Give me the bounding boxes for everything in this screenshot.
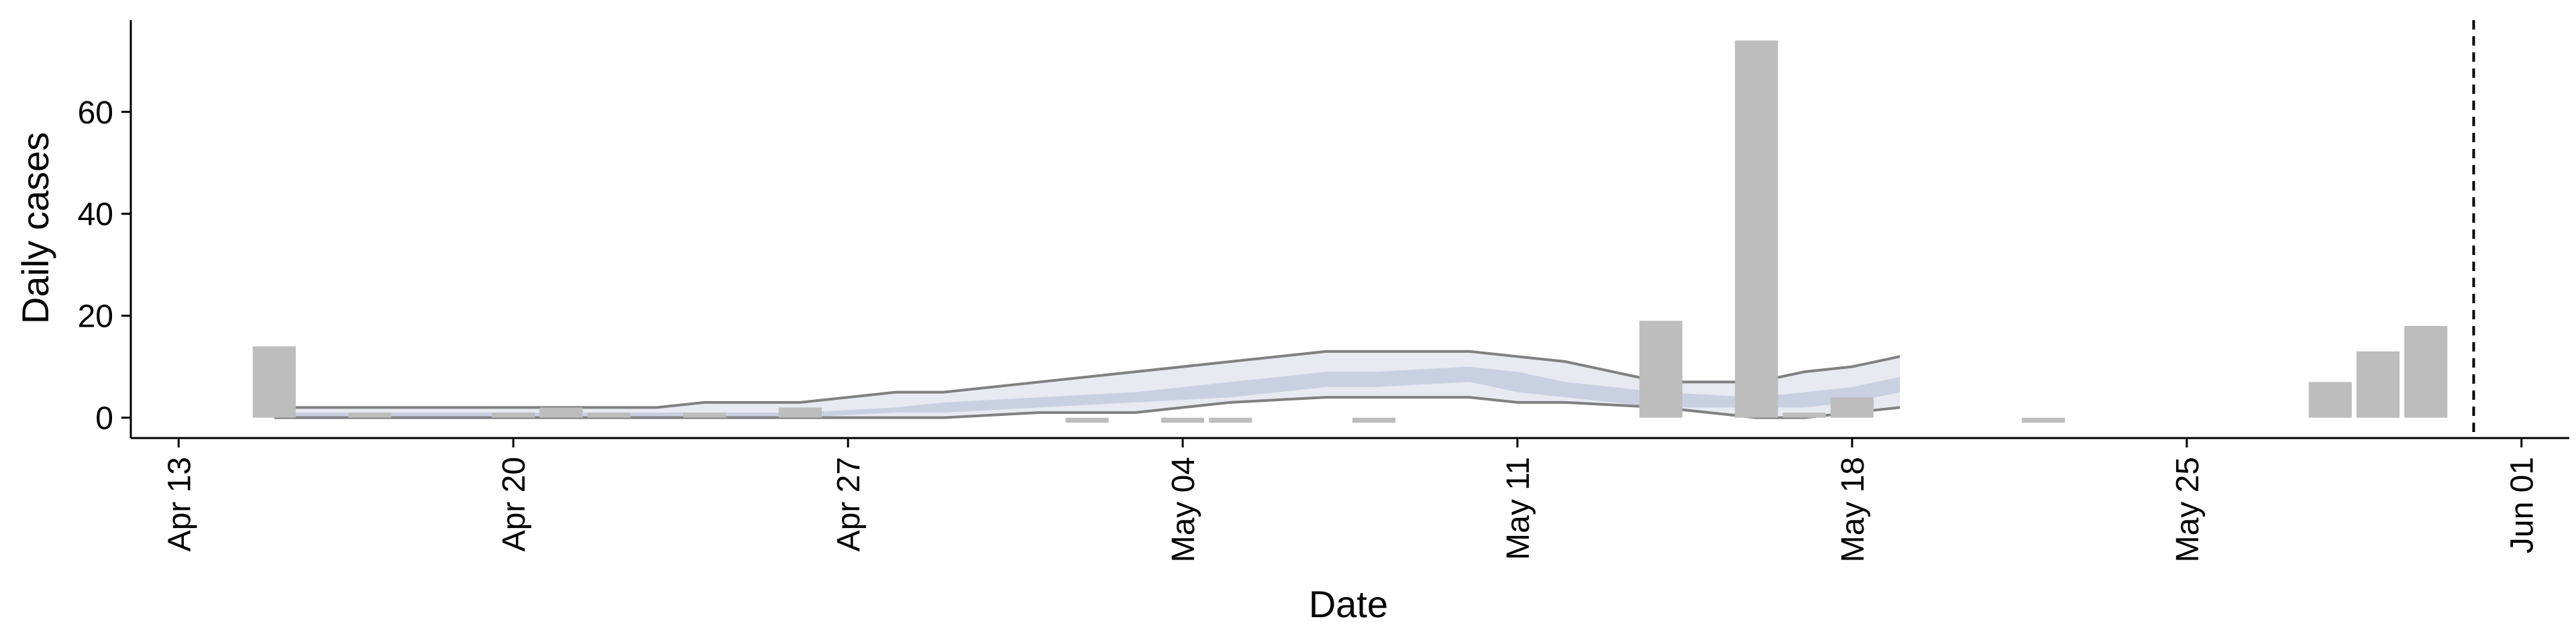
x-tick-label-2020-06-01: Jun 01 [2505,457,2540,553]
x-axis-title: Date [1309,583,1388,625]
bar-2020-05-29 [2356,351,2400,418]
x-tick-label-2020-05-11: May 11 [1501,457,1536,560]
y-tick-label-20: 20 [78,299,113,335]
x-tick-label-2020-04-13: Apr 13 [162,457,197,551]
bar-2020-04-24 [683,413,727,418]
y-ticks: 0 20 40 60 [78,95,131,437]
x-tick-label-2020-05-04: May 04 [1166,457,1201,562]
bar-2020-05-18 [1830,397,1874,418]
y-tick-label-40: 40 [78,197,113,233]
x-tick-label-2020-04-27: Apr 27 [831,457,867,551]
bar-2020-05-14 [1639,321,1682,418]
lower-bound-line [274,396,1900,419]
bar-2020-05-08 [1352,417,1396,423]
upper-bound-line [274,350,1900,409]
bar-2020-05-30 [2404,325,2448,418]
bar-2020-05-16 [1735,40,1778,418]
bar-2020-05-02 [1065,417,1109,423]
y-tick-label-60: 60 [78,95,113,131]
bar-2020-04-26 [778,407,822,418]
axes-layer [129,20,2569,439]
bar-2020-05-17 [1782,413,1826,418]
outer-interval-band [274,351,1900,418]
bar-2020-04-22 [587,413,631,418]
bar-2020-05-04 [1161,417,1205,423]
bar-2020-04-17 [348,413,392,418]
y-tick-label-0: 0 [95,401,113,437]
inner-interval-band [274,366,1900,418]
bars-layer [252,40,2448,423]
x-tick-label-2020-04-20: Apr 20 [496,457,532,551]
x-ticks: Apr 13 Apr 20 Apr 27 May 04 May 11 May 18 May … [162,438,2540,562]
y-axis-title: Daily cases [14,132,56,324]
bar-2020-05-05 [1209,417,1252,423]
bar-2020-05-28 [2308,382,2352,418]
bar-2020-05-22 [2021,417,2065,423]
bar-2020-04-21 [539,407,583,418]
x-tick-label-2020-05-18: May 18 [1835,457,1871,562]
x-tick-label-2020-05-25: May 25 [2170,457,2206,562]
bar-2020-04-20 [492,413,535,418]
bar-2020-04-15 [252,346,296,418]
bands-layer [274,350,1900,419]
